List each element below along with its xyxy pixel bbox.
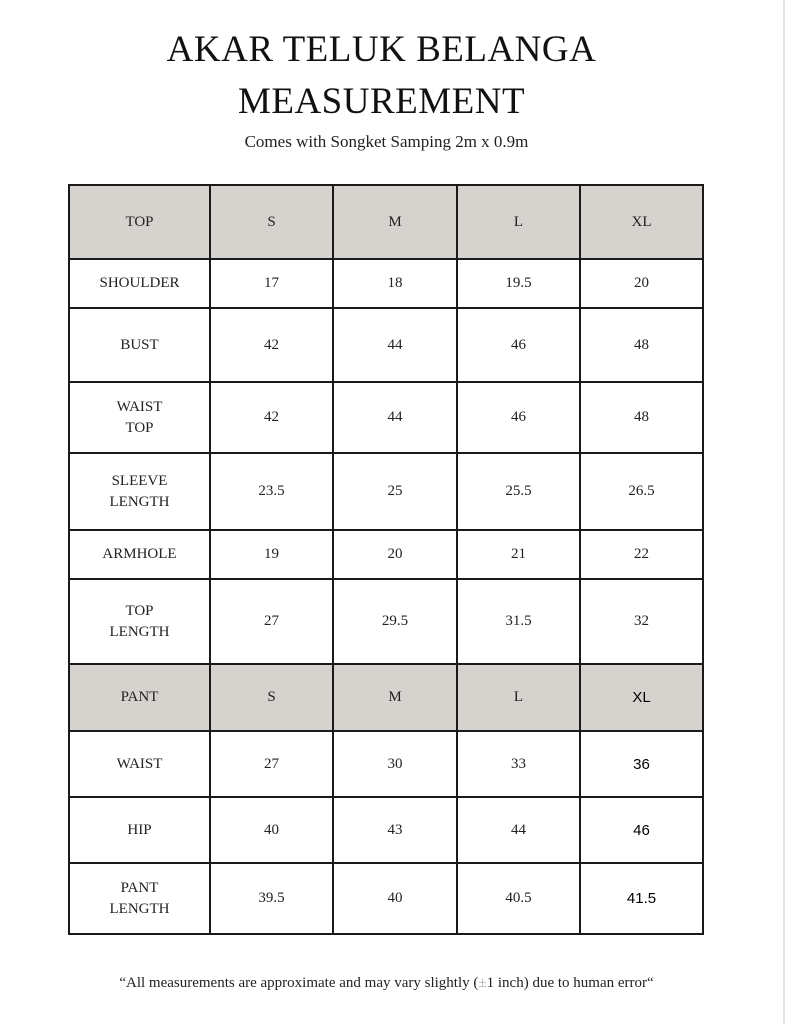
row-label-line: WAIST xyxy=(116,398,163,415)
value-cell: 40 xyxy=(209,796,334,864)
row-label-line: BUST xyxy=(120,336,159,353)
row-label-line: WAIST xyxy=(116,755,163,772)
header-cell: XL xyxy=(579,184,704,260)
value-cell: 48 xyxy=(579,307,704,383)
table-row: HIP 40 43 44 46 xyxy=(68,796,704,864)
size-chart-table: TOP S M L XL SHOULDER 17 18 19.5 20 BUST 42 44 46 48 WA… xyxy=(68,184,704,935)
table-row: TOP LENGTH 27 29.5 31.5 32 xyxy=(68,578,704,665)
table-row: WAIST 27 30 33 36 xyxy=(68,730,704,798)
header-cell: XL xyxy=(579,663,704,732)
value-cell: 23.5 xyxy=(209,452,334,531)
disclaimer-text-end: 1 inch) due to human error“ xyxy=(486,975,654,991)
header-cell: TOP xyxy=(68,184,211,260)
value-cell: 44 xyxy=(456,796,581,864)
value-cell: 32 xyxy=(579,578,704,665)
plus-minus: ± xyxy=(478,975,487,991)
row-label-line: TOP xyxy=(125,419,154,436)
subtitle: Comes with Songket Samping 2m x 0.9m xyxy=(244,132,529,151)
row-label-line: LENGTH xyxy=(109,900,170,917)
value-cell: 39.5 xyxy=(209,862,334,935)
row-label: HIP xyxy=(68,796,211,864)
table-row: BUST 42 44 46 48 xyxy=(68,307,704,383)
row-label-line: PANT xyxy=(120,879,159,896)
page-title: AKAR TELUK BELANGA xyxy=(166,29,597,70)
header-cell: S xyxy=(209,184,334,260)
pant-table-header-row: PANT S M L XL xyxy=(68,663,704,732)
row-label: BUST xyxy=(68,307,211,383)
value-cell: 33 xyxy=(456,730,581,798)
page-edge xyxy=(783,0,785,1024)
value-cell: 41.5 xyxy=(579,862,704,935)
value-cell: 46 xyxy=(456,307,581,383)
row-label-line: HIP xyxy=(127,821,152,838)
value-cell: 44 xyxy=(332,381,458,454)
value-cell: 17 xyxy=(209,258,334,309)
value-cell: 27 xyxy=(209,578,334,665)
row-label: SHOULDER xyxy=(68,258,211,309)
row-label: TOP LENGTH xyxy=(68,578,211,665)
header-cell: L xyxy=(456,184,581,260)
page-title-line2: MEASUREMENT xyxy=(237,81,526,122)
value-cell: 40.5 xyxy=(456,862,581,935)
value-cell: 40 xyxy=(332,862,458,935)
value-cell: 27 xyxy=(209,730,334,798)
table-row: ARMHOLE 19 20 21 22 xyxy=(68,529,704,580)
disclaimer: “All measurements are approximate and ma… xyxy=(0,975,773,992)
value-cell: 31.5 xyxy=(456,578,581,665)
table-row: SHOULDER 17 18 19.5 20 xyxy=(68,258,704,309)
table-row: PANT LENGTH 39.5 40 40.5 41.5 xyxy=(68,862,704,935)
row-label-line: ARMHOLE xyxy=(102,546,177,562)
row-label: SLEEVE LENGTH xyxy=(68,452,211,531)
header-cell: PANT xyxy=(68,663,211,732)
value-cell: 21 xyxy=(456,529,581,580)
value-cell: 29.5 xyxy=(332,578,458,665)
row-label: PANT LENGTH xyxy=(68,862,211,935)
value-cell: 26.5 xyxy=(579,452,704,531)
value-cell: 42 xyxy=(209,381,334,454)
value-cell: 43 xyxy=(332,796,458,864)
value-cell: 19.5 xyxy=(456,258,581,309)
row-label: WAIST xyxy=(68,730,211,798)
header-cell: S xyxy=(209,663,334,732)
value-cell: 22 xyxy=(579,529,704,580)
value-cell: 46 xyxy=(579,796,704,864)
row-label-line: TOP xyxy=(125,602,154,619)
value-cell: 18 xyxy=(332,258,458,309)
row-label: ARMHOLE xyxy=(68,529,211,580)
table-row: SLEEVE LENGTH 23.5 25 25.5 26.5 xyxy=(68,452,704,531)
header-cell: M xyxy=(332,663,458,732)
disclaimer-text: “All measurements are approximate and ma… xyxy=(119,975,479,991)
header-cell: L xyxy=(456,663,581,732)
table-row: WAIST TOP 42 44 46 48 xyxy=(68,381,704,454)
value-cell: 30 xyxy=(332,730,458,798)
value-cell: 46 xyxy=(456,381,581,454)
value-cell: 42 xyxy=(209,307,334,383)
value-cell: 48 xyxy=(579,381,704,454)
row-label-line: LENGTH xyxy=(109,623,170,640)
value-cell: 19 xyxy=(209,529,334,580)
value-cell: 25.5 xyxy=(456,452,581,531)
top-table-header-row: TOP S M L XL xyxy=(68,184,704,260)
row-label: WAIST TOP xyxy=(68,381,211,454)
value-cell: 44 xyxy=(332,307,458,383)
row-label-line: LENGTH xyxy=(109,493,170,510)
row-label-line: SLEEVE xyxy=(111,472,168,489)
row-label-line: SHOULDER xyxy=(99,275,180,291)
value-cell: 20 xyxy=(579,258,704,309)
value-cell: 25 xyxy=(332,452,458,531)
value-cell: 36 xyxy=(579,730,704,798)
value-cell: 20 xyxy=(332,529,458,580)
header-cell: M xyxy=(332,184,458,260)
